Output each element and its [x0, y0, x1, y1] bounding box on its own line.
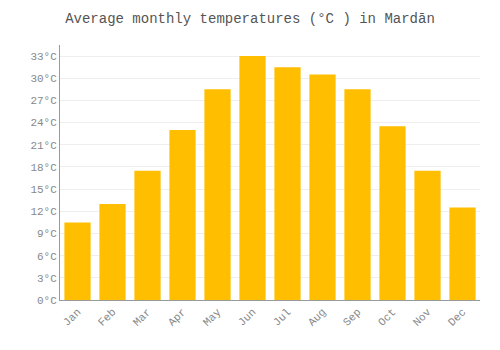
svg-text:0°C: 0°C	[37, 295, 57, 307]
svg-text:Dec: Dec	[446, 306, 468, 328]
svg-text:Aug: Aug	[306, 306, 328, 328]
svg-text:Feb: Feb	[96, 306, 118, 328]
svg-text:24°C: 24°C	[30, 117, 57, 129]
svg-text:Jan: Jan	[61, 306, 83, 328]
svg-text:Apr: Apr	[166, 306, 188, 328]
svg-text:15°C: 15°C	[30, 184, 57, 196]
svg-text:6°C: 6°C	[37, 251, 57, 263]
svg-text:12°C: 12°C	[30, 206, 57, 218]
svg-text:Sep: Sep	[341, 306, 363, 328]
svg-text:21°C: 21°C	[30, 140, 57, 152]
svg-text:Average monthly temperatures (: Average monthly temperatures (°C ) in Ma…	[65, 11, 435, 27]
svg-text:9°C: 9°C	[37, 228, 57, 240]
svg-text:Jun: Jun	[236, 306, 258, 328]
svg-text:3°C: 3°C	[37, 273, 57, 285]
svg-text:Nov: Nov	[411, 306, 434, 329]
svg-text:May: May	[201, 306, 224, 329]
svg-text:27°C: 27°C	[30, 95, 57, 107]
svg-text:18°C: 18°C	[30, 162, 57, 174]
svg-text:30°C: 30°C	[30, 73, 57, 85]
svg-text:33°C: 33°C	[30, 51, 57, 63]
svg-text:Jul: Jul	[271, 306, 293, 328]
svg-text:Mar: Mar	[131, 306, 153, 328]
svg-text:Oct: Oct	[376, 306, 398, 328]
